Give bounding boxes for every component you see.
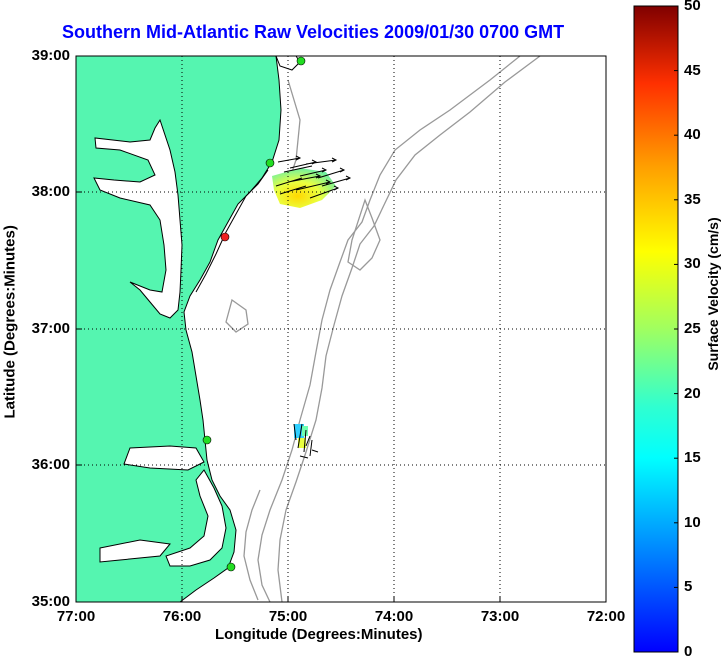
colorbar-tick-label: 40 bbox=[684, 126, 701, 143]
delaware-bay bbox=[275, 56, 301, 71]
map-title: Southern Mid-Atlantic Raw Velocities 200… bbox=[62, 22, 565, 42]
x-tick-label: 75:00 bbox=[268, 608, 308, 625]
radar-station-marker[interactable] bbox=[265, 158, 275, 168]
colorbar-tick-label: 5 bbox=[684, 578, 693, 595]
colorbar-title: Surface Velocity (cm/s) bbox=[705, 217, 721, 371]
y-tick-label: 37:00 bbox=[31, 320, 70, 337]
colorbar-ticks bbox=[674, 5, 678, 588]
x-tick-label: 76:00 bbox=[162, 608, 202, 625]
x-tick-label: 74:00 bbox=[374, 608, 414, 625]
colorbar-tick-label: 45 bbox=[684, 62, 701, 79]
x-tick-label: 73:00 bbox=[480, 608, 520, 625]
radar-station-marker[interactable] bbox=[296, 56, 306, 66]
colorbar-tick-label: 15 bbox=[684, 449, 701, 466]
pamlico-sound bbox=[165, 469, 227, 567]
x-axis-title: Longitude (Degrees:Minutes) bbox=[215, 626, 423, 643]
grid-lines bbox=[76, 56, 606, 602]
colorbar-tick-label: 25 bbox=[684, 320, 701, 337]
colorbar-tick-label: 20 bbox=[684, 385, 701, 402]
radar-station-alert-marker[interactable] bbox=[220, 232, 230, 242]
radar-station-marker[interactable] bbox=[202, 435, 212, 445]
y-tick-label: 35:00 bbox=[31, 593, 70, 610]
radar-station-marker[interactable] bbox=[226, 562, 236, 572]
chesapeake-bay bbox=[93, 118, 183, 319]
colorbar-tick-label: 30 bbox=[684, 255, 701, 272]
colorbar-tick-label: 35 bbox=[684, 191, 701, 208]
velocity-cluster-north bbox=[272, 155, 352, 208]
river-inlet bbox=[99, 539, 171, 563]
y-tick-label: 36:00 bbox=[31, 456, 70, 473]
y-axis-title: Latitude (Degrees:Minutes) bbox=[1, 225, 19, 419]
colorbar-tick-label: 0 bbox=[684, 643, 693, 660]
axis-ticks bbox=[76, 191, 501, 602]
colorbar-tick-label: 10 bbox=[684, 514, 701, 531]
delmarva-coast bbox=[195, 169, 269, 293]
x-tick-label: 77:00 bbox=[56, 608, 96, 625]
x-tick-label: 72:00 bbox=[586, 608, 626, 625]
y-tick-label: 39:00 bbox=[31, 47, 70, 64]
colorbar bbox=[633, 5, 679, 653]
y-tick-label: 38:00 bbox=[31, 183, 70, 200]
velocity-cluster-south bbox=[293, 423, 319, 459]
colorbar-tick-label: 50 bbox=[684, 0, 701, 14]
